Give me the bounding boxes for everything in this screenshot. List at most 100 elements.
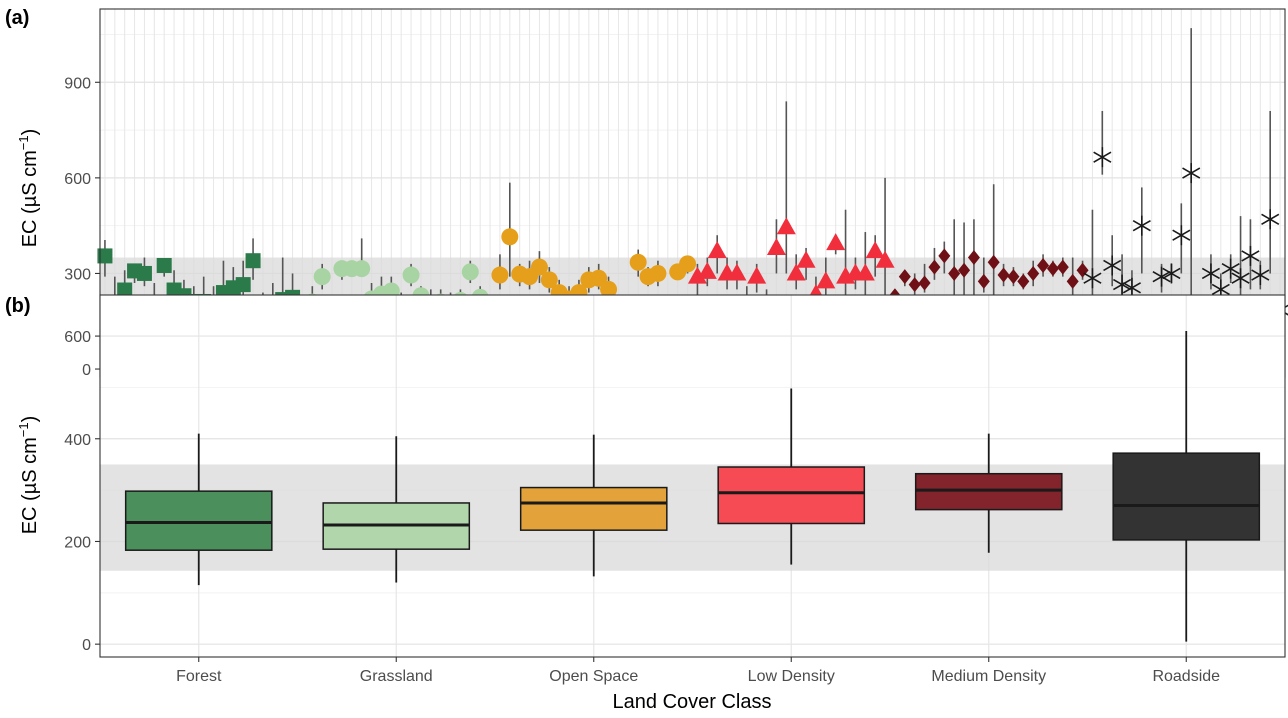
panel-b-x-tick-label: Grassland: [360, 668, 433, 685]
data-point-diamond: [1017, 273, 1030, 289]
data-point-asterisk: [1132, 215, 1151, 236]
data-point-triangle: [766, 237, 786, 255]
asterisk-stroke: [1162, 267, 1181, 280]
asterisk-stroke: [1231, 272, 1250, 284]
data-point-diamond: [1027, 265, 1040, 281]
asterisk-stroke: [1201, 267, 1220, 280]
data-point-diamond: [898, 269, 911, 285]
data-point-asterisk: [1241, 245, 1260, 266]
data-point-asterisk: [1182, 163, 1201, 184]
asterisk-stroke: [1182, 167, 1201, 179]
data-point-triangle: [697, 261, 717, 279]
data-point-diamond: [1066, 273, 1079, 289]
data-point-circle: [501, 228, 519, 246]
box-iqr: [717, 466, 866, 525]
panel-b-plot: 0 200 400 600 Forest Grassland Open Space Low D…: [64, 294, 1286, 685]
data-point-circle: [353, 260, 371, 278]
data-point-circle: [629, 253, 647, 271]
data-point-square: [245, 253, 261, 269]
data-point-triangle: [727, 263, 747, 281]
panel-a-y-axis-title: EC (µS cm−1): [16, 129, 41, 248]
data-point-asterisk: [1221, 258, 1240, 279]
data-point-asterisk: [1201, 263, 1220, 284]
box-iqr: [1112, 452, 1261, 541]
data-point-asterisk: [1093, 147, 1112, 168]
panel-a-y-tick-label: 0: [82, 362, 91, 379]
data-point-diamond: [1037, 257, 1050, 273]
data-point-triangle: [796, 250, 816, 268]
asterisk-stroke: [1132, 219, 1151, 232]
data-point-circle: [491, 266, 509, 284]
data-point-circle: [313, 268, 331, 286]
panel-b-x-tick-label: Medium Density: [931, 668, 1046, 685]
asterisk-stroke: [1172, 229, 1191, 241]
data-point-triangle: [687, 266, 707, 284]
asterisk-stroke: [1103, 259, 1122, 272]
series-medium-density: [888, 184, 1089, 357]
data-point-triangle: [776, 217, 796, 235]
data-point-circle: [679, 255, 697, 273]
asterisk-stroke: [1093, 151, 1112, 163]
data-point-triangle: [865, 241, 885, 259]
box-roadside: [1112, 330, 1261, 642]
box-medium-density: [914, 433, 1063, 553]
data-point-square: [156, 257, 172, 273]
asterisk-stroke: [1113, 278, 1132, 291]
data-point-asterisk: [1103, 255, 1122, 276]
data-point-diamond: [967, 250, 980, 266]
data-point-triangle: [816, 271, 836, 289]
data-point-asterisk: [1113, 274, 1132, 295]
data-point-triangle: [875, 250, 895, 268]
data-point-square: [117, 282, 133, 298]
panel-b-y-axis-title: EC (µS cm−1): [16, 416, 41, 535]
data-point-asterisk: [1162, 263, 1181, 284]
panel-b-y-tick-label: 0: [82, 637, 91, 654]
data-point-diamond: [918, 275, 931, 291]
data-point-diamond: [928, 259, 941, 275]
panel-b-y-tick-label: 200: [64, 534, 91, 551]
data-point-square: [97, 248, 113, 264]
data-point-triangle: [747, 266, 767, 284]
panel-b-label: (b): [5, 295, 31, 317]
data-point-triangle: [786, 263, 806, 281]
data-point-diamond: [958, 262, 971, 278]
data-point-circle: [600, 280, 618, 298]
data-point-diamond: [908, 277, 921, 293]
asterisk-stroke: [1152, 270, 1171, 283]
asterisk-stroke: [1083, 272, 1102, 284]
data-point-diamond: [997, 267, 1010, 283]
panel-b-x-tick-label: Roadside: [1152, 668, 1220, 685]
panel-b-border: [99, 294, 1286, 658]
data-point-diamond: [1056, 259, 1069, 275]
data-point-circle: [461, 263, 479, 281]
panel-a-label: (a): [5, 7, 29, 29]
panel-b-y-tick-label: 600: [64, 329, 91, 346]
panel-a-y-tick-label: 300: [64, 266, 91, 283]
asterisk-stroke: [1241, 250, 1260, 262]
asterisk-stroke: [1251, 269, 1270, 281]
box-iqr: [124, 490, 273, 551]
data-point-diamond: [948, 265, 961, 281]
data-point-asterisk: [1261, 209, 1280, 230]
data-point-asterisk: [1231, 268, 1250, 289]
data-point-circle: [530, 258, 548, 276]
panel-b-x-tick-label: Low Density: [748, 668, 835, 685]
data-point-circle: [540, 271, 558, 289]
asterisk-stroke: [1122, 282, 1141, 294]
data-point-diamond: [977, 273, 990, 289]
box-grassland: [322, 436, 471, 583]
data-point-triangle: [707, 241, 727, 259]
panel-a-y-tick-label: 600: [64, 171, 91, 188]
data-point-asterisk: [1083, 268, 1102, 289]
data-point-square: [136, 265, 152, 281]
data-point-diamond: [938, 248, 951, 264]
panel-b-x-tick-label: Forest: [176, 668, 222, 685]
data-point-circle: [590, 269, 608, 287]
data-point-asterisk: [1172, 225, 1191, 246]
box-iqr: [519, 486, 668, 531]
data-point-diamond: [987, 254, 1000, 270]
data-point-triangle: [826, 233, 846, 251]
asterisk-stroke: [1221, 262, 1240, 275]
